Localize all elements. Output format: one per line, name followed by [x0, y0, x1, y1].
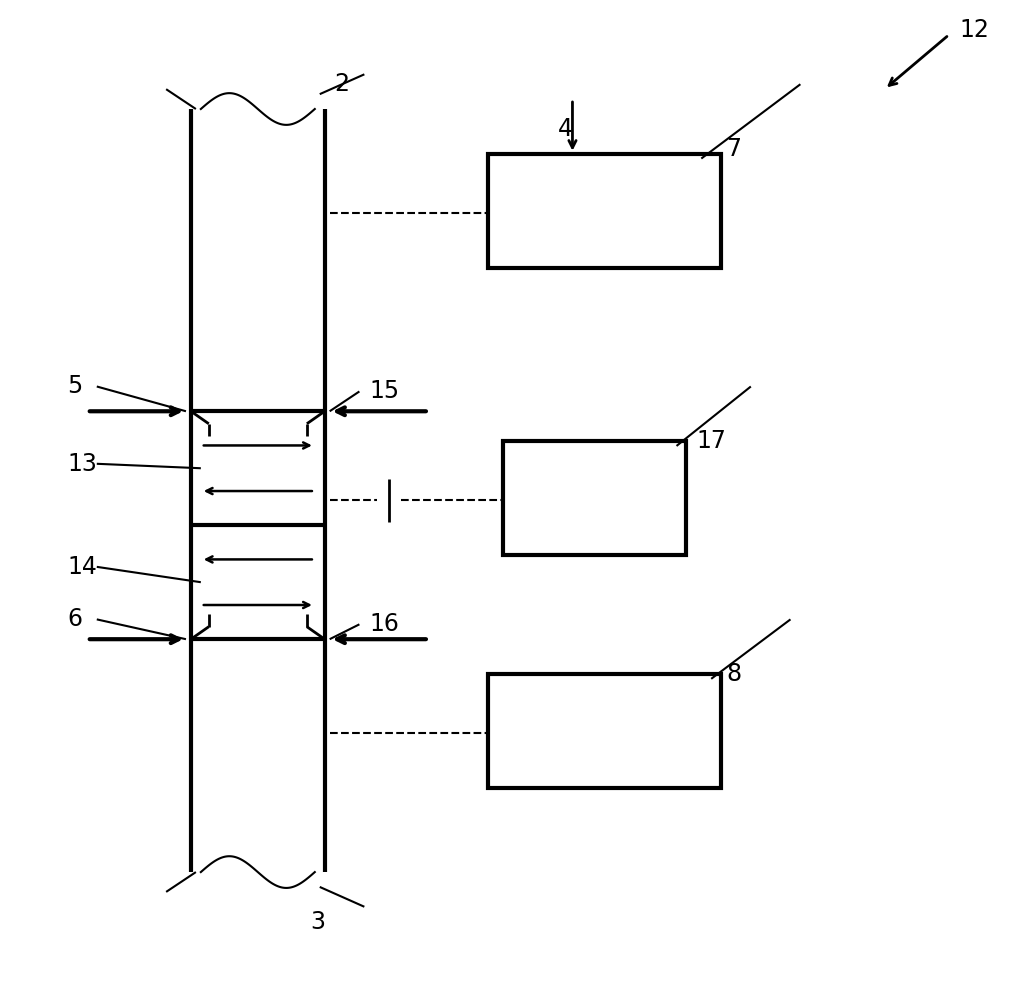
Text: 7: 7: [726, 137, 741, 161]
Text: 16: 16: [369, 612, 399, 636]
Bar: [503, 441, 686, 555]
Text: 4: 4: [557, 117, 573, 141]
Bar: [488, 674, 721, 788]
Text: 6: 6: [67, 607, 82, 631]
Text: 12: 12: [959, 18, 989, 42]
Text: 14: 14: [67, 555, 96, 579]
Text: 17: 17: [697, 429, 726, 453]
Text: 3: 3: [310, 910, 325, 934]
Text: 15: 15: [369, 380, 399, 403]
Text: 8: 8: [726, 662, 741, 686]
Bar: [488, 154, 721, 268]
Text: 2: 2: [334, 72, 350, 96]
Text: 13: 13: [67, 452, 96, 476]
Text: 5: 5: [67, 375, 82, 398]
